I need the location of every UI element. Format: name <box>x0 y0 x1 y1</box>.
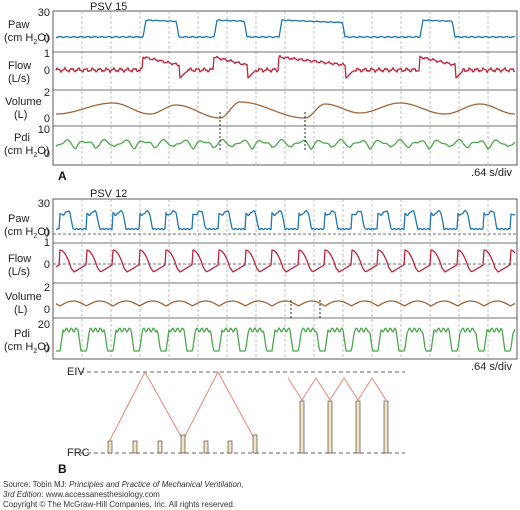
pdi-tick-max: 10 <box>38 124 50 136</box>
volume-bar <box>107 440 113 454</box>
panel-a-letter: A <box>58 169 67 183</box>
panel-b-row-separators <box>53 233 517 319</box>
breath-triangle <box>182 370 256 441</box>
paw-unit-label-b: (cm H2O) <box>4 226 49 240</box>
panel-a-traces <box>55 19 516 150</box>
source-line-1: Source: Tobin MJ: Principles and Practic… <box>3 480 244 489</box>
flow-tick-zero-b: 0 <box>44 259 50 271</box>
breath-zigzag <box>287 377 387 401</box>
lung-volume-schematic: EIV FRC <box>67 366 405 459</box>
panel-a-title: PSV 15 <box>90 1 127 13</box>
pdi-tick-zero: 0 <box>44 148 50 160</box>
source-line-2: 3rd Edition: www.accessanesthesiology.co… <box>3 490 160 499</box>
flow-tick-max: 1 <box>44 48 50 60</box>
volume-bar <box>355 400 361 454</box>
pdi-label-b: Pdi <box>14 328 30 340</box>
volume-tick-zero: 0 <box>44 113 50 125</box>
paw-trace-a <box>55 19 516 39</box>
flow-tick-max-b: 1 <box>44 237 50 249</box>
flow-trace-a <box>55 54 516 79</box>
paw-tick-max: 30 <box>38 7 50 19</box>
volume-bar <box>383 400 389 454</box>
volume-unit-label-b: (L) <box>14 304 27 316</box>
eiv-label: EIV <box>67 366 85 378</box>
volume-bar <box>227 440 233 454</box>
volume-tick-max-b: 2 <box>44 282 50 294</box>
pdi-tick-zero-b: 0 <box>44 343 50 355</box>
source-line-3: Copyright © The McGraw-Hill Companies, I… <box>3 500 236 509</box>
pdi-trace-b <box>56 327 516 352</box>
volume-bar <box>252 434 258 454</box>
pdi-unit-label-b: (cm H2O) <box>4 341 49 355</box>
volume-tick-zero-b: 0 <box>44 304 50 316</box>
volume-tick-max: 2 <box>44 87 50 99</box>
volume-bar <box>132 440 138 454</box>
volume-label-b: Volume <box>5 291 42 303</box>
flow-label: Flow <box>8 60 31 72</box>
panel-b-traces <box>55 209 516 352</box>
panel-b-grid <box>81 199 489 359</box>
volume-trace-a <box>56 101 515 119</box>
panel-b-timebase: .64 s/div <box>471 361 512 373</box>
breath-triangle <box>109 370 184 441</box>
flow-tick-zero: 0 <box>44 65 50 77</box>
panel-b-cursors <box>290 300 321 320</box>
volume-bar <box>157 440 163 454</box>
paw-unit-label: (cm H2O) <box>4 32 49 46</box>
paw-label-b: Paw <box>8 213 29 225</box>
volume-unit-label: (L) <box>14 109 27 121</box>
volume-bar <box>203 440 209 454</box>
flow-trace-b <box>55 249 516 273</box>
pdi-trace-a <box>55 138 516 150</box>
panel-b-title: PSV 12 <box>90 188 127 200</box>
panel-a-cursors <box>219 112 306 152</box>
volume-bar <box>327 400 333 454</box>
flow-label-b: Flow <box>8 253 31 265</box>
paw-tick-max-b: 30 <box>38 198 50 210</box>
panel-a: PSV 15 Paw (cm H2O) 30 0 Flow (L/s) 1 0 … <box>4 1 518 183</box>
breath-schematic <box>107 370 389 454</box>
volume-bar <box>299 400 305 454</box>
paw-trace-b <box>55 209 516 231</box>
panel-b-letter: B <box>58 462 67 476</box>
flow-unit-label: (L/s) <box>8 73 30 85</box>
pdi-unit-label: (cm H2O) <box>4 145 49 159</box>
volume-bar <box>180 434 186 454</box>
flow-unit-label-b: (L/s) <box>8 266 30 278</box>
frc-label: FRC <box>67 447 90 459</box>
paw-tick-zero: 0 <box>44 33 50 45</box>
paw-label: Paw <box>8 19 29 31</box>
volume-label: Volume <box>5 96 42 108</box>
panel-a-row-separators <box>53 51 517 127</box>
volume-trace-b <box>55 300 516 307</box>
paw-tick-zero-b: 0 <box>44 227 50 239</box>
pdi-tick-max-b: 20 <box>38 319 50 331</box>
panel-b: PSV 12 Paw (cm H2O) 30 0 Flow (L/s) 1 0 … <box>4 188 518 476</box>
panel-a-timebase: .64 s/div <box>471 167 512 179</box>
pdi-label: Pdi <box>14 132 30 144</box>
